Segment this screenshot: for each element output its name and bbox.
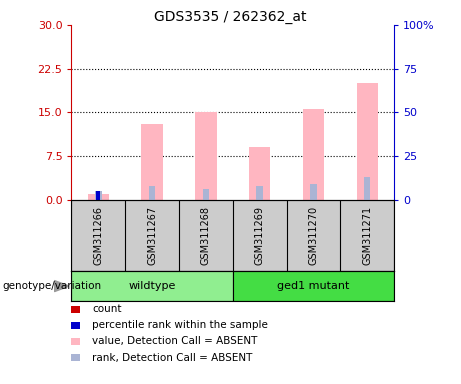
Bar (142, 124, 163, 200)
Text: count: count (92, 304, 122, 314)
Text: GDS3535 / 262362_at: GDS3535 / 262362_at (154, 10, 307, 23)
Polygon shape (54, 281, 69, 291)
Bar (249, 147, 271, 200)
Text: value, Detection Call = ABSENT: value, Detection Call = ABSENT (92, 336, 258, 346)
Text: wildtype: wildtype (129, 281, 176, 291)
Text: GSM311269: GSM311269 (254, 206, 265, 265)
Text: percentile rank within the sample: percentile rank within the sample (92, 320, 268, 330)
Bar (310, 184, 317, 200)
Text: GSM311268: GSM311268 (201, 206, 211, 265)
Bar (96, 191, 100, 200)
Text: GSM311271: GSM311271 (362, 206, 372, 265)
Bar (88, 194, 109, 200)
Bar (96, 197, 100, 200)
Bar (149, 186, 155, 200)
Text: GSM311267: GSM311267 (147, 206, 157, 265)
Text: GSM311266: GSM311266 (93, 206, 103, 265)
Bar (203, 189, 209, 200)
Text: genotype/variation: genotype/variation (2, 281, 101, 291)
Bar (256, 186, 263, 200)
Bar (233, 271, 394, 301)
Bar (71, 271, 233, 301)
Bar (364, 177, 371, 200)
Bar (303, 109, 324, 200)
Text: ged1 mutant: ged1 mutant (278, 281, 349, 291)
Text: rank, Detection Call = ABSENT: rank, Detection Call = ABSENT (92, 353, 253, 362)
Bar (95, 191, 101, 200)
Bar (356, 83, 378, 200)
Text: GSM311270: GSM311270 (308, 206, 319, 265)
Bar (195, 112, 217, 200)
